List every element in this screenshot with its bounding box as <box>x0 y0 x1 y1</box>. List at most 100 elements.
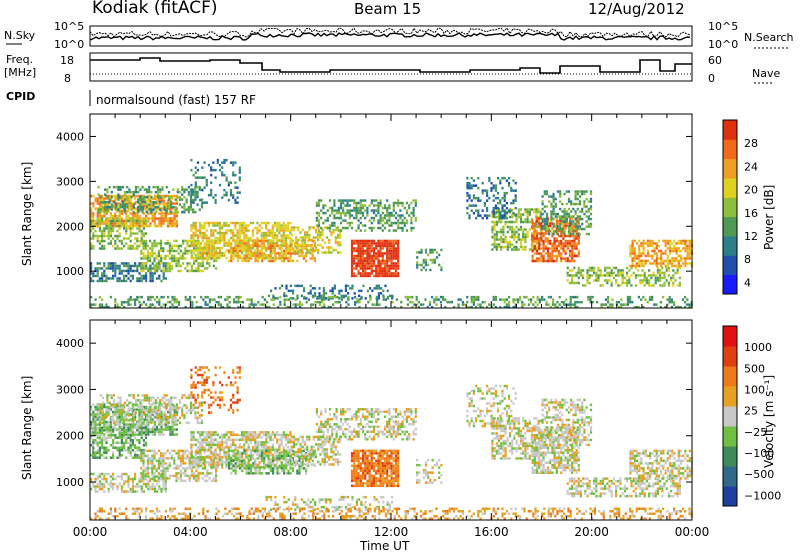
power-cell <box>205 244 208 247</box>
power-cell <box>372 209 376 212</box>
power-cell <box>151 272 154 275</box>
power-cell <box>559 225 562 228</box>
power-cell <box>510 189 513 192</box>
power-cell <box>466 199 469 202</box>
power-cell <box>651 239 654 243</box>
power-cell <box>239 300 242 304</box>
power-cell <box>114 194 117 198</box>
power-cell <box>158 277 161 280</box>
power-cell <box>574 202 577 206</box>
power-cell <box>584 284 587 287</box>
power-cell <box>107 207 110 210</box>
power-cell <box>192 201 195 204</box>
power-cell <box>127 303 130 306</box>
power-cell <box>587 210 590 213</box>
power-cell <box>204 303 207 306</box>
power-cell <box>510 201 513 205</box>
power-cell <box>92 219 95 223</box>
power-cell <box>388 211 391 215</box>
power-cell <box>173 194 176 198</box>
power-cell <box>386 214 389 217</box>
power-cell <box>382 294 385 298</box>
power-cell <box>368 244 371 248</box>
power-cell <box>306 236 309 239</box>
power-cell <box>265 247 268 250</box>
power-cell <box>105 227 108 230</box>
power-cell <box>205 181 208 184</box>
power-cell <box>116 209 119 213</box>
power-cell <box>278 247 281 250</box>
power-cell <box>388 259 391 263</box>
power-cell <box>140 232 143 235</box>
power-cell <box>368 272 371 275</box>
power-cell <box>314 292 317 295</box>
power-cell <box>386 209 389 212</box>
power-cell <box>556 305 559 309</box>
power-cell <box>289 249 292 252</box>
power-cell <box>388 264 391 268</box>
power-cell <box>408 214 411 217</box>
power-cell <box>514 199 517 202</box>
power-cell <box>232 236 235 240</box>
power-cell <box>278 224 281 227</box>
power-cell <box>98 224 101 228</box>
power-cell <box>333 214 336 217</box>
power-cell <box>228 295 231 299</box>
power-cell <box>493 245 496 249</box>
power-cell <box>431 261 434 264</box>
power-cell <box>92 303 95 306</box>
power-cell <box>368 226 371 230</box>
power-cell <box>606 279 609 282</box>
power-cell <box>332 231 335 234</box>
power-cell <box>127 244 130 248</box>
power-cell <box>149 303 152 306</box>
power-cell <box>621 274 624 277</box>
power-cell <box>532 303 535 306</box>
power-cell <box>353 242 356 245</box>
power-cell <box>634 276 637 280</box>
power-cell <box>675 249 678 253</box>
power-cell <box>156 277 159 280</box>
power-cell <box>261 252 264 255</box>
power-cell <box>310 305 313 309</box>
power-cell <box>321 238 324 242</box>
power-cell <box>116 222 119 225</box>
power-cell <box>103 197 106 200</box>
velocity-cell <box>92 403 95 406</box>
power-cell <box>575 247 578 250</box>
power-cell <box>632 271 635 275</box>
power-cell <box>188 249 191 253</box>
power-cell <box>554 202 557 206</box>
power-cell <box>276 221 279 225</box>
power-cell <box>221 254 224 257</box>
nsky-tick-top: 10^5 <box>54 20 85 33</box>
power-cell <box>383 264 387 268</box>
power-cell <box>394 262 398 265</box>
velocity-cell <box>142 405 145 409</box>
power-cell <box>566 222 569 225</box>
power-cell <box>131 298 134 301</box>
power-cell <box>131 194 134 198</box>
power-cell <box>101 267 104 270</box>
velocity-cell <box>92 418 95 421</box>
power-cell <box>493 243 496 246</box>
power-cell <box>524 235 527 239</box>
power-cell <box>308 233 311 237</box>
power-cell <box>535 225 538 229</box>
power-cell <box>119 203 122 206</box>
power-cell <box>320 209 323 212</box>
power-cell <box>245 229 248 232</box>
power-cell <box>549 252 552 255</box>
power-cell <box>372 274 376 278</box>
power-cell <box>145 274 148 278</box>
power-cell <box>136 277 139 280</box>
velocity-cell <box>158 420 161 424</box>
power-cell <box>256 236 259 240</box>
power-cell <box>109 264 112 268</box>
power-cell <box>339 199 343 202</box>
power-cell <box>213 305 216 309</box>
velocity-cell <box>131 420 134 424</box>
power-cell <box>511 220 514 224</box>
power-cell <box>386 267 389 270</box>
power-cell <box>587 200 590 203</box>
